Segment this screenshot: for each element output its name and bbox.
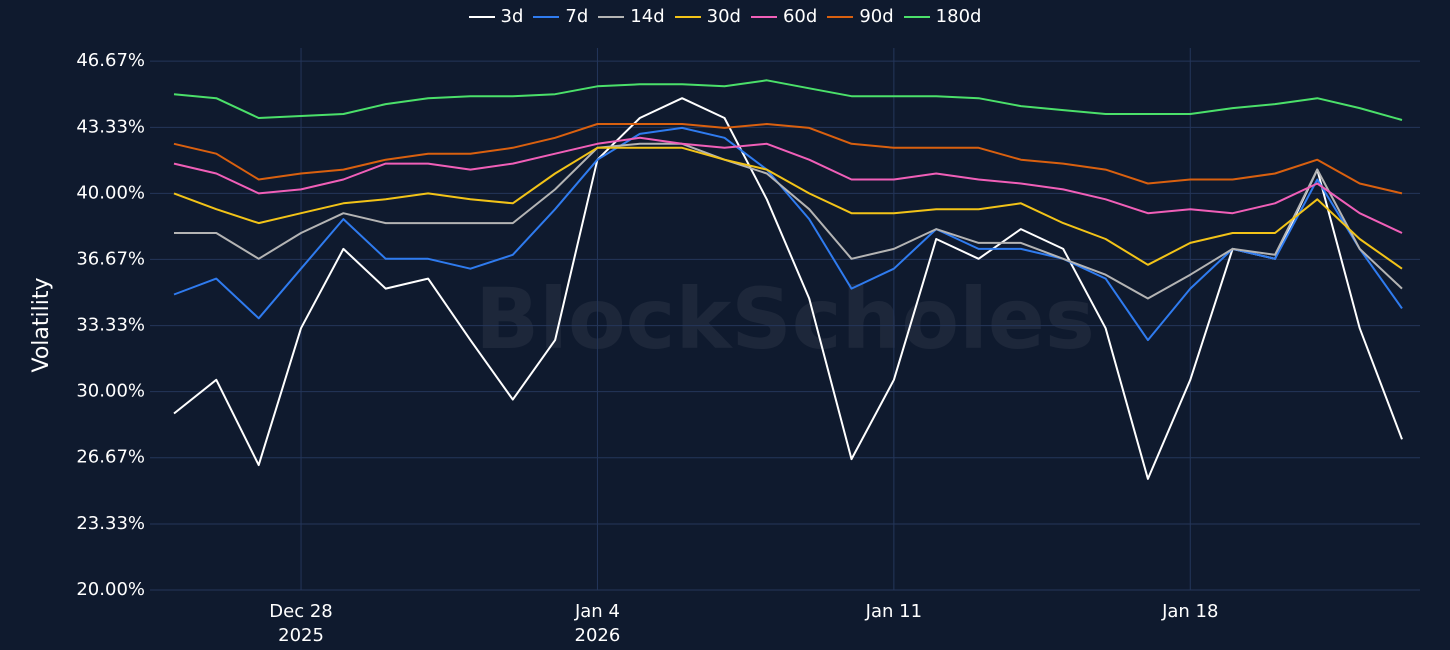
- series-line: [173, 97, 1403, 480]
- legend-item: 30d: [674, 6, 741, 27]
- y-tick-label: 40.00%: [76, 182, 145, 203]
- y-tick-label: 26.67%: [76, 447, 145, 468]
- y-tick-label: 30.00%: [76, 381, 145, 402]
- y-axis-label: Volatility: [29, 277, 54, 372]
- legend-item: 14d: [598, 6, 665, 27]
- series-line: [173, 126, 1403, 342]
- legend-label: 7d: [565, 6, 589, 27]
- y-tick-label: 33.33%: [76, 315, 145, 336]
- legend-swatch: [827, 15, 854, 18]
- legend-item: 90d: [827, 6, 894, 27]
- legend-swatch: [533, 15, 560, 18]
- legend-item: 60d: [750, 6, 818, 27]
- y-tick-label: 43.33%: [76, 116, 145, 137]
- legend-label: 60d: [782, 6, 818, 27]
- y-tick-label: 46.67%: [76, 50, 145, 71]
- series-line: [173, 136, 1403, 234]
- legend-label: 90d: [859, 6, 894, 27]
- legend-item: 3d: [468, 6, 524, 27]
- legend-swatch: [750, 15, 777, 18]
- x-tick-label: Dec 28 2025: [269, 601, 333, 646]
- y-tick-label: 36.67%: [76, 248, 145, 269]
- series-line: [173, 79, 1403, 121]
- y-tick-label: 20.00%: [76, 579, 145, 600]
- series-line: [173, 123, 1403, 195]
- x-tick-label: Jan 18: [1162, 601, 1219, 622]
- series-line: [174, 142, 1403, 300]
- legend: 3d 7d 14d 30d 60d 90d 180d: [0, 6, 1450, 27]
- y-tick-label: 23.33%: [76, 513, 145, 534]
- legend-label: 3d: [500, 6, 524, 27]
- legend-swatch: [903, 15, 930, 18]
- x-tick-label: Jan 11: [865, 601, 923, 622]
- legend-label: 14d: [630, 6, 665, 27]
- legend-swatch: [674, 15, 701, 18]
- watermark: BlockScholes: [475, 270, 1095, 368]
- legend-swatch: [598, 15, 625, 18]
- legend-swatch: [468, 15, 495, 18]
- series-line: [173, 146, 1403, 270]
- legend-label: 30d: [706, 6, 741, 27]
- legend-item: 180d: [903, 6, 982, 27]
- legend-item: 7d: [533, 6, 588, 27]
- x-tick-label: Jan 4 2026: [574, 601, 621, 646]
- legend-label: 180d: [935, 6, 982, 27]
